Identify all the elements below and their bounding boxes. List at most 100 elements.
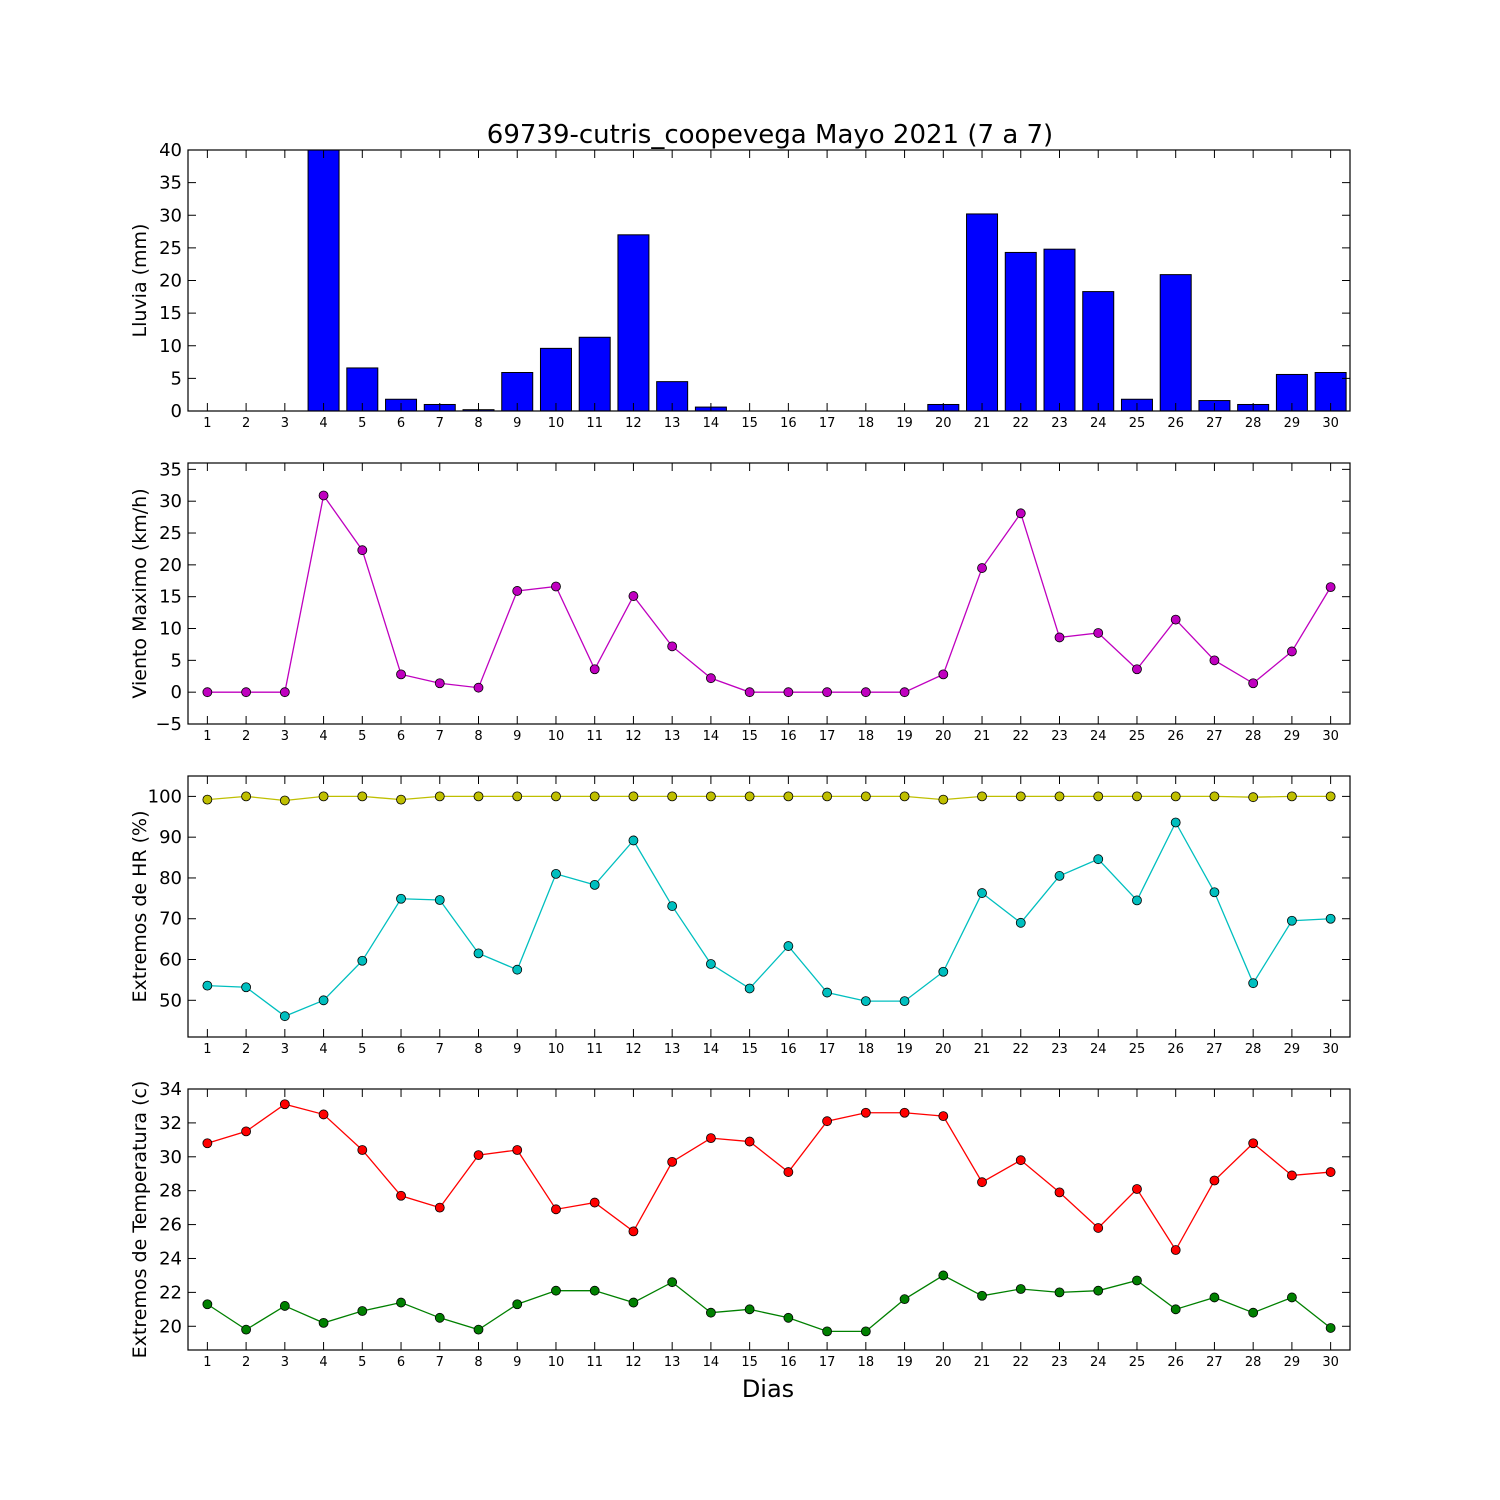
temp-min-point-23 [1054, 1287, 1065, 1298]
temp-min-point-6 [396, 1297, 406, 1308]
xtick-label: 27 [1206, 729, 1223, 744]
temp-max-point-16 [783, 1167, 794, 1177]
xtick-label: 19 [896, 416, 913, 431]
hr-min-point-17 [822, 987, 832, 998]
xtick-label: 5 [358, 416, 366, 431]
temp-min-point-8 [473, 1324, 484, 1335]
hr-max-point-15 [744, 791, 755, 802]
xtick-label: 18 [858, 729, 875, 744]
ytick-label: 28 [159, 1181, 182, 1202]
xtick-label: 8 [474, 1042, 482, 1057]
viento-point-25 [1132, 664, 1142, 675]
temp-min-point-2 [241, 1324, 252, 1335]
xtick-label: 25 [1129, 1355, 1146, 1370]
hr-min-point-6 [396, 893, 406, 904]
xtick-label: 12 [625, 1355, 642, 1370]
xtick-label: 23 [1051, 416, 1068, 431]
temp-min-point-22 [1015, 1284, 1026, 1294]
ytick-label: 90 [159, 827, 182, 848]
xtick-label: 16 [780, 1042, 797, 1057]
xtick-label: 12 [625, 729, 642, 744]
hr-min-point-22 [1015, 917, 1026, 928]
temp-min-point-10 [551, 1285, 561, 1296]
axes-frame [187, 1088, 1351, 1351]
temp-min-point-29 [1287, 1292, 1297, 1303]
viento-point-21 [977, 563, 987, 573]
xtick-label: 1 [203, 1355, 211, 1370]
xtick-label: 28 [1245, 416, 1262, 431]
hr-min-point-5 [357, 955, 368, 966]
xtick-label: 14 [703, 729, 720, 744]
xtick-label: 13 [664, 1042, 681, 1057]
temp-max-point-8 [473, 1150, 484, 1160]
xtick-label: 21 [974, 1355, 991, 1370]
xtick-label: 29 [1284, 729, 1301, 744]
temp-max-point-29 [1287, 1170, 1297, 1181]
temp-max-point-19 [899, 1107, 910, 1118]
hr-min-point-11 [589, 879, 600, 890]
xtick-label: 10 [548, 416, 565, 431]
ytick-label: 22 [159, 1282, 182, 1303]
temp-max-point-12 [628, 1226, 639, 1237]
hr-max-point-11 [589, 791, 600, 802]
xtick-label: 24 [1090, 1042, 1107, 1057]
xtick-label: 11 [586, 416, 603, 431]
xtick-label: 1 [203, 729, 211, 744]
viento-point-6 [396, 669, 406, 680]
xtick-label: 4 [319, 1042, 327, 1057]
hr-min-point-1 [202, 980, 213, 991]
ytick-label: 34 [159, 1079, 182, 1100]
xtick-label: 8 [474, 729, 482, 744]
y-axis-label: Lluvia (mm) [129, 224, 151, 338]
temp-min-point-28 [1248, 1307, 1259, 1318]
xtick-label: 8 [474, 416, 482, 431]
xtick-label: 1 [203, 416, 211, 431]
hr-min-point-19 [899, 996, 910, 1007]
xtick-label: 9 [513, 1042, 521, 1057]
xtick-label: 22 [1012, 1355, 1029, 1370]
xtick-label: 9 [513, 1355, 521, 1370]
ytick-label: 80 [159, 868, 182, 889]
hr-min-point-25 [1132, 895, 1142, 906]
xtick-label: 30 [1322, 1042, 1339, 1057]
hr-max-point-3 [279, 795, 290, 806]
temp-min-point-27 [1209, 1292, 1220, 1303]
xtick-label: 30 [1322, 416, 1339, 431]
viento-point-20 [938, 669, 949, 680]
xtick-label: 11 [586, 729, 603, 744]
xtick-label: 23 [1051, 729, 1068, 744]
xtick-label: 6 [397, 1355, 405, 1370]
ytick-label: 40 [159, 140, 182, 161]
ytick-label: 0 [171, 401, 182, 422]
hr-min-point-27 [1209, 887, 1220, 898]
xtick-label: 7 [436, 416, 444, 431]
xtick-label: 10 [548, 729, 565, 744]
ytick-label: 25 [159, 238, 182, 259]
temp-min-point-18 [860, 1326, 871, 1337]
temp-max-point-25 [1132, 1184, 1142, 1194]
x-axis-label: Dias [742, 1375, 794, 1403]
hr-max-point-18 [860, 791, 871, 802]
viento-point-13 [667, 641, 678, 652]
xtick-label: 15 [741, 1355, 758, 1370]
xtick-label: 5 [358, 1355, 366, 1370]
ytick-label: 30 [159, 1147, 182, 1168]
bar-dia-23 [1043, 248, 1076, 412]
xtick-label: 13 [664, 729, 681, 744]
ytick-label: 10 [159, 619, 182, 640]
hr-max-point-9 [512, 791, 523, 802]
temp-max-point-7 [434, 1202, 445, 1213]
hr-min-point-30 [1325, 913, 1336, 924]
hr-min-point-13 [667, 901, 678, 911]
xtick-label: 28 [1245, 729, 1262, 744]
xtick-label: 16 [780, 416, 797, 431]
temp-max-point-15 [744, 1136, 755, 1147]
viento-point-27 [1209, 655, 1220, 666]
hr-min-point-7 [434, 895, 445, 905]
y-axis-label: Extremos de Temperatura (c) [129, 1081, 151, 1359]
ytick-label: 0 [171, 682, 182, 703]
xtick-label: 7 [436, 729, 444, 744]
viento-line [207, 493, 1332, 693]
temp-min-point-21 [977, 1290, 987, 1301]
